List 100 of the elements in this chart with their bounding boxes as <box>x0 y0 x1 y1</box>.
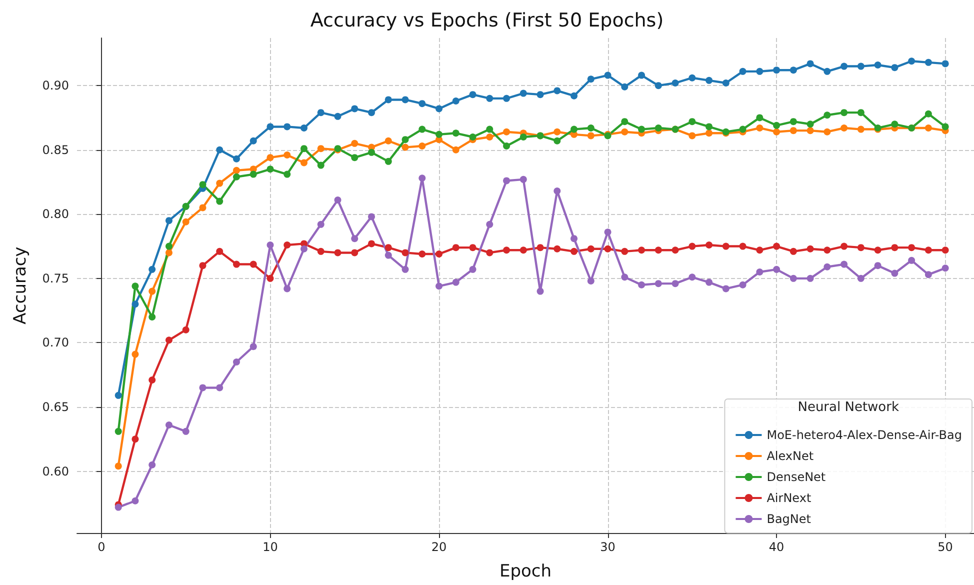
point <box>148 461 156 468</box>
point <box>486 249 494 256</box>
point <box>891 64 898 72</box>
point <box>908 256 916 264</box>
point <box>284 242 291 248</box>
point <box>706 242 713 248</box>
point <box>554 245 561 252</box>
point <box>165 242 172 250</box>
y-tick-label: 0.90 <box>42 78 69 93</box>
point <box>621 248 628 255</box>
point <box>317 145 324 152</box>
point <box>908 58 916 65</box>
point <box>132 350 139 358</box>
point <box>806 60 814 68</box>
point <box>351 140 358 147</box>
point <box>384 252 392 259</box>
point <box>436 130 443 138</box>
point <box>436 105 443 112</box>
point <box>520 176 527 183</box>
point <box>773 266 780 273</box>
point <box>368 240 375 248</box>
point <box>739 242 746 250</box>
point <box>469 244 476 252</box>
point <box>418 126 426 133</box>
point <box>688 242 696 250</box>
point <box>452 278 460 286</box>
point <box>570 235 578 242</box>
point <box>857 109 864 116</box>
point <box>266 123 274 130</box>
point <box>503 142 510 150</box>
point <box>824 112 831 119</box>
point <box>232 166 240 174</box>
point <box>418 250 426 258</box>
point <box>554 87 561 94</box>
point <box>199 204 206 212</box>
point <box>824 128 831 136</box>
point <box>284 170 291 178</box>
point <box>334 196 342 204</box>
point <box>216 248 224 255</box>
point <box>604 228 612 236</box>
point <box>182 428 190 435</box>
point <box>570 126 578 133</box>
point <box>706 76 713 84</box>
point <box>924 58 932 66</box>
point <box>790 66 797 74</box>
point <box>688 74 696 82</box>
point <box>654 124 662 132</box>
point <box>924 124 932 132</box>
legend-label: BagNet <box>766 512 812 526</box>
point <box>722 285 730 292</box>
point <box>132 436 139 443</box>
point <box>891 244 898 252</box>
point <box>654 246 662 254</box>
point <box>199 384 206 392</box>
point <box>232 260 240 268</box>
point <box>300 245 308 252</box>
point <box>148 314 156 320</box>
point <box>503 177 510 184</box>
point <box>806 245 814 252</box>
point <box>874 262 882 270</box>
point <box>250 137 257 144</box>
point <box>739 68 746 75</box>
point <box>587 76 594 83</box>
point <box>317 220 324 228</box>
point <box>165 422 172 428</box>
point <box>520 246 527 254</box>
point <box>688 132 696 140</box>
point <box>317 248 324 255</box>
point <box>756 68 764 75</box>
y-axis-title: Accuracy <box>10 246 30 324</box>
point <box>148 376 156 384</box>
point <box>486 126 494 133</box>
point <box>638 281 646 288</box>
legend-title: Neural Network <box>798 400 900 415</box>
point <box>857 274 864 282</box>
point <box>942 264 949 272</box>
legend-label: AirNext <box>766 491 812 505</box>
point <box>840 260 848 268</box>
point <box>250 343 257 350</box>
point <box>756 114 764 122</box>
point <box>756 246 764 254</box>
point <box>452 98 460 104</box>
point <box>554 128 561 136</box>
point <box>840 109 848 116</box>
point <box>790 274 797 282</box>
point <box>773 122 780 129</box>
point <box>402 144 409 151</box>
y-tick-label: 0.75 <box>42 271 69 286</box>
point <box>148 288 156 295</box>
point <box>402 266 409 273</box>
point <box>165 217 172 224</box>
point <box>266 166 274 173</box>
point <box>672 80 679 86</box>
point <box>384 96 392 104</box>
point <box>300 159 308 166</box>
point <box>132 282 139 290</box>
point <box>570 248 578 255</box>
point <box>114 392 122 399</box>
point <box>266 242 274 248</box>
point <box>824 263 831 270</box>
